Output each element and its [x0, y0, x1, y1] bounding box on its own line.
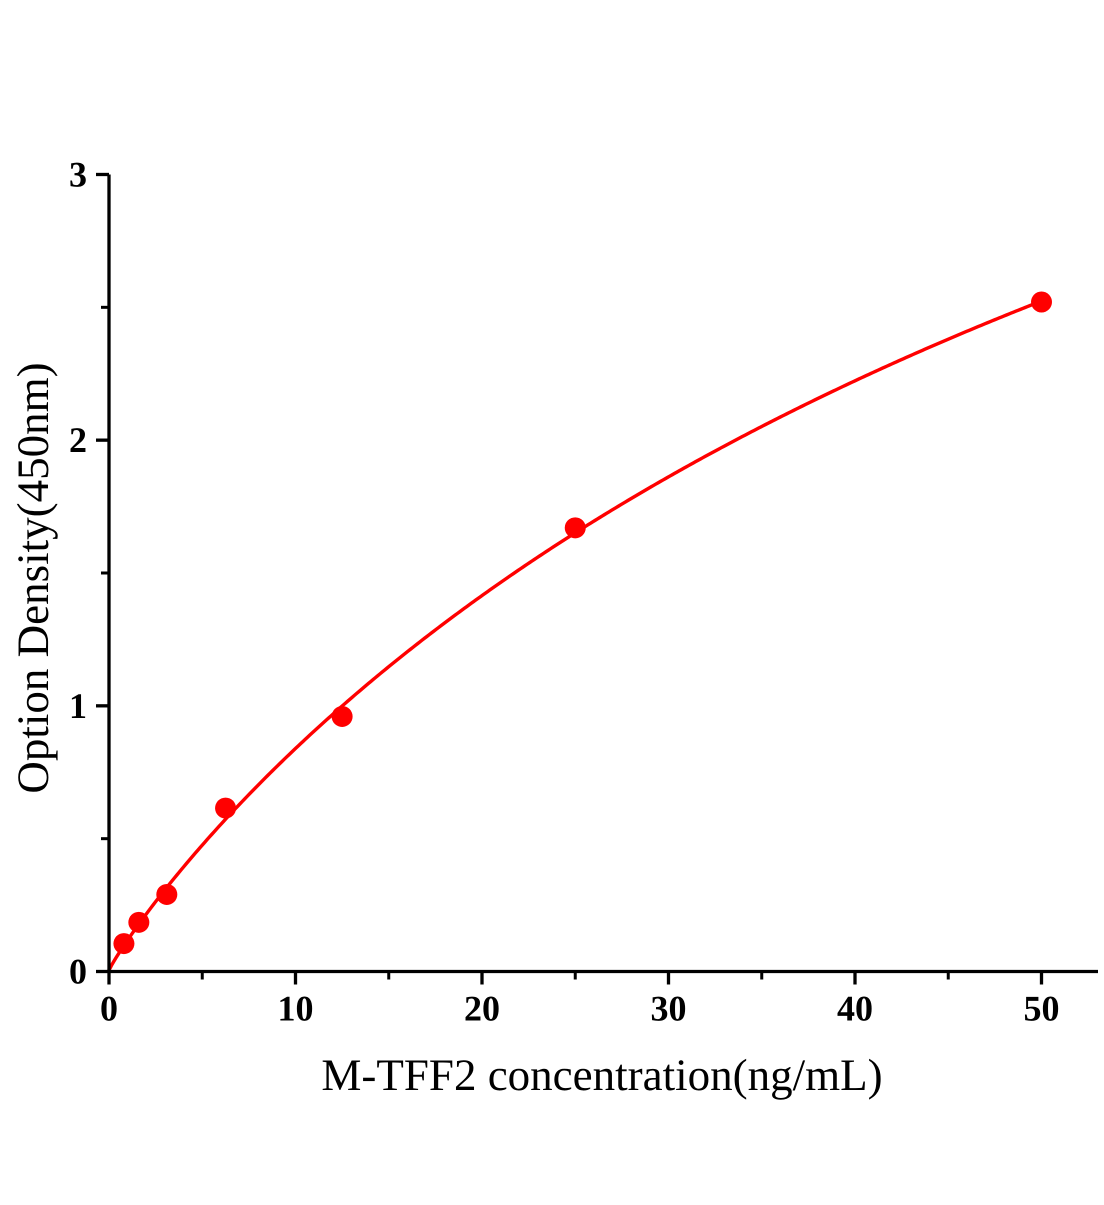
- svg-text:M-TFF2 concentration(ng/mL): M-TFF2 concentration(ng/mL): [321, 1050, 882, 1100]
- svg-text:2: 2: [69, 420, 87, 460]
- svg-text:50: 50: [1024, 989, 1060, 1029]
- svg-text:20: 20: [464, 989, 500, 1029]
- svg-text:0: 0: [69, 952, 87, 992]
- svg-text:40: 40: [837, 989, 873, 1029]
- svg-text:1: 1: [69, 686, 87, 726]
- svg-text:Option Density(450nm): Option Density(450nm): [8, 362, 58, 793]
- svg-text:10: 10: [278, 989, 314, 1029]
- svg-text:0: 0: [100, 989, 118, 1029]
- svg-text:3: 3: [69, 154, 87, 194]
- svg-text:30: 30: [651, 989, 687, 1029]
